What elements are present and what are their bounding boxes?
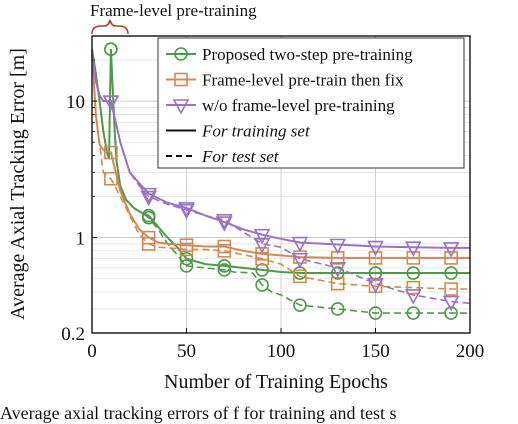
series-3-train-point — [253, 228, 271, 245]
series-2-test-point — [330, 276, 345, 291]
legend-marker — [174, 47, 188, 61]
series-2-test-point — [104, 171, 118, 186]
markers-layer — [102, 42, 460, 320]
series-1-test-point — [104, 42, 118, 57]
series-1-test-point — [444, 306, 458, 320]
series-3-train-point — [367, 240, 384, 257]
series-3-train-point — [215, 216, 233, 232]
y-axis-label: Average Axial Tracking Error [m] — [7, 48, 29, 320]
series-1-train-point — [406, 266, 421, 280]
series-3-test-point — [329, 262, 347, 278]
series-3-test-point — [215, 214, 233, 230]
series-3-train-point — [329, 238, 347, 255]
legend-label: Frame-level pre-train then fix — [202, 71, 404, 90]
series-1-train-point — [179, 251, 194, 266]
series-2-test-point — [293, 269, 307, 284]
x-tick-label: 0 — [87, 341, 97, 362]
series-1-test-point — [217, 263, 232, 277]
series-2-test-point — [217, 244, 232, 258]
series-1-test-point — [179, 259, 194, 273]
series-1-test-point — [330, 302, 345, 316]
series-2-train-point — [444, 251, 458, 265]
series-3-train-point — [404, 241, 422, 257]
series-3-train-point — [178, 202, 195, 218]
series-1-test-point — [368, 306, 383, 320]
x-tick-label: 50 — [177, 341, 196, 362]
series-3-test-point — [404, 289, 422, 305]
series-1-test-point — [255, 278, 269, 292]
series-1-test-point — [406, 306, 421, 320]
series-1-test-line — [91, 49, 470, 314]
series-3-test-point — [442, 295, 460, 312]
ticks: 0 50 100 150 200 0.2 1 10 — [61, 35, 485, 362]
figure-caption: Average axial tracking errors of f for t… — [0, 403, 397, 423]
x-tick-label: 200 — [456, 341, 485, 362]
series-3-test-point — [140, 190, 158, 207]
series-1-train-point — [444, 266, 458, 280]
series-2-test-point — [406, 280, 421, 295]
chart: 0 50 100 150 200 0.2 1 10 Frame-level pre-train… — [7, 1, 485, 393]
legend-box — [157, 37, 465, 169]
series-2-test-point — [141, 237, 156, 251]
legend-label: w/o frame-level pre-training — [202, 96, 395, 115]
y-tick-label: 0.2 — [61, 324, 85, 345]
y-tick-label: 1 — [76, 229, 86, 250]
series-3-test-point — [291, 252, 309, 269]
series-2-train-point — [368, 251, 383, 265]
series-1-train-point — [255, 263, 269, 277]
x-axis-label: Number of Training Epochs — [164, 371, 388, 393]
legend-label: For test set — [201, 147, 280, 166]
series-3-test-point — [102, 95, 120, 111]
legend-label: Proposed two-step pre-training — [202, 45, 413, 64]
series-1-test-point — [141, 210, 156, 225]
legend-entries: Proposed two-step pre-training Frame-leve… — [166, 45, 413, 166]
series-3-train-point — [291, 236, 309, 253]
legend: Proposed two-step pre-training Frame-leve… — [157, 37, 465, 169]
series-1-test-point — [293, 298, 307, 312]
legend-marker — [174, 72, 188, 87]
annotation-text: Frame-level pre-training — [90, 1, 257, 20]
series-3-train-point — [442, 242, 460, 258]
series-3-test-point — [367, 277, 384, 294]
legend-label: For training set — [201, 122, 311, 141]
series-3-test-line — [91, 54, 471, 305]
series-2-test-point — [444, 282, 458, 296]
series-1-train-point — [217, 259, 232, 273]
legend-marker — [172, 99, 190, 115]
series-3-test-point — [178, 203, 195, 220]
x-tick-label: 100 — [267, 341, 296, 362]
annotation: Frame-level pre-training — [90, 1, 257, 35]
series-3-train-point — [140, 187, 158, 204]
x-tick-label: 150 — [361, 341, 390, 362]
y-tick-label: 10 — [66, 92, 85, 113]
series-2-train-point — [104, 145, 118, 160]
series-2-test-point — [179, 242, 194, 257]
annotation-brace — [91, 19, 129, 35]
series-2-train-point — [406, 251, 421, 265]
series-1-train-point — [330, 266, 345, 280]
series-3-test-point — [253, 238, 271, 254]
